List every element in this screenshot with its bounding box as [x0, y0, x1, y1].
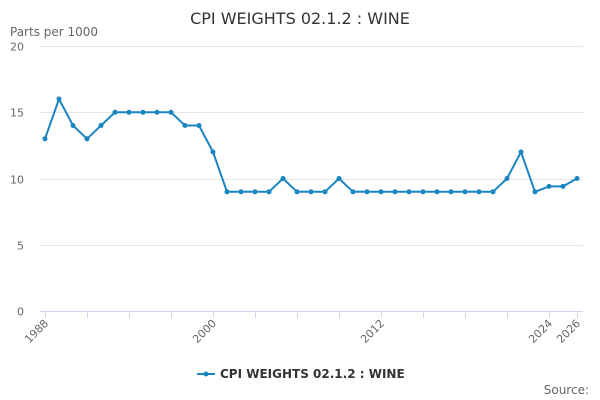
data-point[interactable]	[364, 189, 370, 195]
y-axis-ticks: 0 5 10 15 20	[10, 41, 24, 319]
data-point[interactable]	[266, 189, 272, 195]
x-tick-label: 1988	[22, 317, 51, 346]
y-tick-label: 15	[10, 107, 24, 120]
data-point[interactable]	[280, 176, 286, 181]
data-point[interactable]	[560, 183, 566, 189]
x-tick-label: 2024	[526, 317, 555, 346]
plot-area	[42, 96, 580, 195]
x-tick-label: 2012	[358, 317, 387, 346]
legend-marker-swatch	[203, 371, 209, 377]
data-point[interactable]	[392, 189, 398, 195]
data-point[interactable]	[112, 109, 118, 115]
data-point[interactable]	[322, 189, 328, 195]
data-point[interactable]	[98, 123, 104, 128]
data-point[interactable]	[574, 176, 580, 181]
legend[interactable]: CPI WEIGHTS 02.1.2 : WINE	[197, 367, 405, 381]
y-tick-label: 10	[10, 174, 24, 187]
data-point[interactable]	[490, 189, 496, 195]
data-point[interactable]	[168, 109, 174, 115]
y-tick-label: 5	[17, 240, 24, 253]
data-point[interactable]	[350, 189, 356, 195]
data-point[interactable]	[532, 189, 538, 195]
data-point[interactable]	[378, 189, 384, 195]
data-point[interactable]	[336, 176, 342, 181]
y-tick-label: 0	[17, 306, 24, 319]
x-axis-ticks: 1988 2000 2012 2024 2026	[22, 311, 583, 346]
legend-item-label: CPI WEIGHTS 02.1.2 : WINE	[220, 367, 405, 381]
data-point[interactable]	[546, 183, 552, 189]
data-point[interactable]	[154, 109, 160, 115]
data-point[interactable]	[476, 189, 482, 195]
data-point[interactable]	[140, 109, 146, 115]
chart-title: CPI WEIGHTS 02.1.2 : WINE	[190, 9, 410, 28]
data-point[interactable]	[224, 189, 230, 195]
gridlines	[40, 46, 583, 246]
x-tick-label: 2026	[554, 317, 583, 346]
data-point[interactable]	[406, 189, 412, 195]
y-tick-label: 20	[10, 41, 24, 54]
data-point[interactable]	[42, 136, 48, 142]
data-point[interactable]	[84, 136, 90, 142]
data-point[interactable]	[70, 123, 76, 128]
data-point[interactable]	[462, 189, 468, 195]
data-point[interactable]	[252, 189, 258, 195]
data-point[interactable]	[504, 176, 510, 181]
data-point[interactable]	[294, 189, 300, 195]
data-point[interactable]	[196, 123, 202, 128]
data-point[interactable]	[434, 189, 440, 195]
data-point[interactable]	[518, 149, 524, 155]
data-point[interactable]	[56, 96, 62, 102]
y-axis-label: Parts per 1000	[10, 25, 98, 39]
data-point[interactable]	[448, 189, 454, 195]
x-tick-label: 2000	[190, 317, 219, 346]
data-point[interactable]	[210, 149, 216, 155]
data-point[interactable]	[308, 189, 314, 195]
data-point[interactable]	[238, 189, 244, 195]
source-label: Source:	[544, 383, 589, 397]
data-point[interactable]	[420, 189, 426, 195]
data-point[interactable]	[182, 123, 188, 128]
data-point[interactable]	[126, 109, 132, 115]
